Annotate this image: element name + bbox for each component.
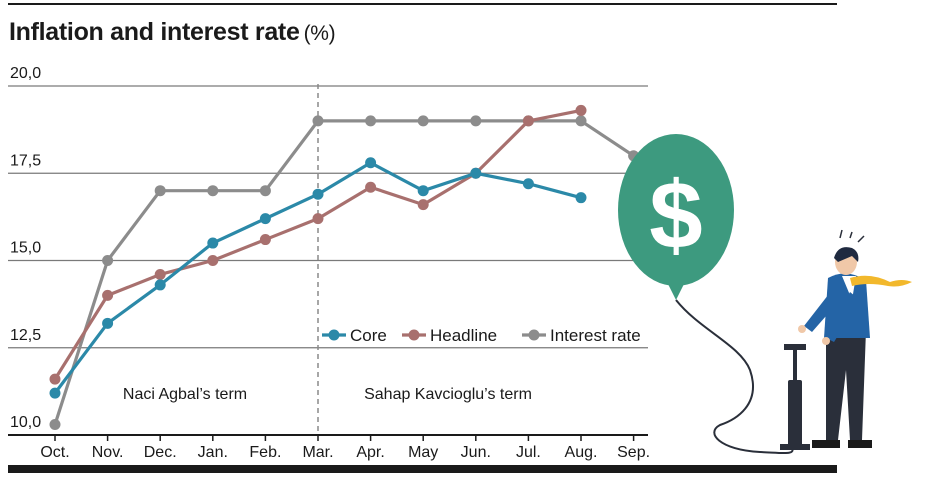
man-hand-right	[822, 337, 830, 345]
top-rule	[8, 3, 837, 5]
man-shoes	[812, 440, 872, 448]
data-point	[102, 255, 114, 266]
data-point	[575, 192, 587, 204]
data-point	[102, 289, 114, 301]
legend-label: Interest rate	[550, 326, 641, 345]
data-point	[49, 373, 61, 385]
pump-rod	[793, 350, 797, 380]
x-tick-label: Jul.	[516, 444, 541, 461]
pump-barrel	[788, 380, 802, 446]
data-point	[575, 115, 587, 127]
x-tick-label: Apr.	[356, 444, 384, 461]
man-figure	[798, 229, 912, 448]
data-point	[312, 115, 324, 127]
data-point	[207, 185, 219, 197]
data-point	[312, 213, 324, 225]
bottom-rule	[8, 465, 837, 473]
data-point	[417, 199, 429, 211]
legend-marker	[408, 329, 420, 341]
stress-marks-icon	[839, 229, 865, 243]
x-tick-label: Jun.	[461, 444, 491, 461]
data-point	[417, 185, 429, 197]
dollar-balloon-illustration: $	[618, 134, 912, 455]
x-tick-label: Oct.	[40, 444, 69, 461]
data-point	[365, 157, 377, 169]
pump-base	[780, 444, 810, 450]
man-hand-left	[798, 325, 806, 333]
man-legs	[826, 330, 866, 440]
term-label-kavcioglu: Sahap Kavcioglu’s term	[364, 386, 532, 403]
data-point	[154, 279, 166, 291]
x-tick-label: Nov.	[92, 444, 124, 461]
data-point	[49, 387, 61, 399]
x-tick-label: Mar.	[302, 444, 333, 461]
y-tick-label: 15,0	[10, 240, 41, 257]
series-line-interest-rate	[53, 119, 635, 426]
pump-handle	[784, 344, 806, 350]
x-tick-label: Feb.	[249, 444, 281, 461]
data-point	[312, 188, 324, 200]
balloon-knot	[668, 284, 684, 300]
chart-title: Inflation and interest rate (%)	[9, 18, 336, 47]
title-text: Inflation and interest rate	[9, 18, 300, 46]
x-tick-label: Sep.	[617, 444, 650, 461]
pump-hose	[675, 299, 794, 455]
data-point	[154, 268, 166, 280]
data-point	[49, 419, 61, 431]
data-point	[470, 115, 482, 127]
data-point	[207, 237, 219, 249]
x-tick-label: Dec.	[144, 444, 177, 461]
dollar-symbol-icon: $	[649, 162, 702, 269]
y-tick-label: 17,5	[10, 152, 41, 169]
y-tick-label: 20,0	[10, 65, 41, 82]
x-axis: Oct. Nov. Dec. Jan. Feb. Mar. Apr. May Jun. Jul. A…	[8, 434, 650, 461]
data-point	[207, 255, 219, 266]
legend-marker	[528, 329, 540, 341]
gridlines	[8, 85, 648, 349]
term-label-agbal: Naci Agbal’s term	[123, 386, 247, 403]
data-point	[259, 213, 271, 225]
balloon-body	[618, 134, 734, 286]
y-axis-ticks: 10,0 12,5 15,0 17,5 20,0	[10, 65, 41, 431]
data-point	[575, 104, 587, 116]
legend: Core Headline Interest rate	[322, 326, 641, 345]
x-tick-label: May	[408, 444, 438, 461]
series-group	[49, 104, 640, 431]
data-point	[417, 115, 429, 127]
data-point	[365, 115, 377, 127]
x-tick-label: Aug.	[565, 444, 598, 461]
legend-marker	[328, 329, 340, 341]
data-point	[522, 115, 534, 127]
data-point	[522, 178, 534, 190]
man-arm	[804, 290, 840, 332]
y-tick-label: 12,5	[10, 327, 41, 344]
x-tick-label: Jan.	[198, 444, 228, 461]
man-arm-front	[826, 292, 860, 342]
legend-label: Core	[350, 326, 387, 345]
title-unit: (%)	[303, 22, 336, 45]
data-point	[154, 185, 166, 197]
data-point	[365, 181, 377, 193]
man-tie	[850, 275, 912, 287]
y-tick-label: 10,0	[10, 414, 41, 431]
data-point	[470, 167, 482, 179]
man-hair	[834, 247, 859, 262]
data-point	[102, 317, 114, 329]
data-point	[259, 234, 271, 246]
legend-label: Headline	[430, 326, 497, 345]
data-point	[259, 185, 271, 197]
